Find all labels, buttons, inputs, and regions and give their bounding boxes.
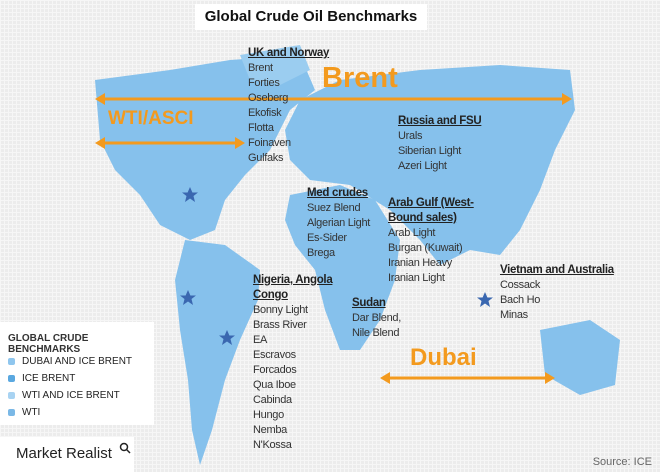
crude-name: Dar Blend, [352,312,401,324]
region-arab-gulf: Arab Gulf (West-Bound sales) Arab Light B… [388,196,496,286]
crude-name: Arab Light [388,227,436,239]
star-icon [180,290,196,305]
legend: GLOBAL CRUDE BENCHMARKS DUBAI AND ICE BR… [0,322,154,425]
crude-name: Forcados [253,364,297,376]
brand-logo: Market Realist [0,437,134,472]
crude-name: Med crudes [307,187,368,199]
crude-name: Brega [307,247,335,259]
crude-name: Escravos [253,349,296,361]
page-title: Global Crude Oil Benchmarks [195,4,427,30]
crude-name: Vietnam and Australia [500,264,614,276]
legend-swatch [8,408,15,416]
crude-name: Gulfaks [248,152,284,164]
south-america [175,240,260,465]
source-note: Source: ICE [592,456,652,468]
greenland [240,45,310,85]
crude-name: Brass River [253,319,307,331]
crude-name: Minas [500,309,528,321]
star-icon [477,292,493,307]
crude-name: Hungo [253,409,284,421]
legend-swatch [8,374,15,382]
crude-name: Arab Gulf (West-Bound sales) [388,197,474,224]
region-vietnam-australia: Vietnam and Australia Cossack Bach Ho Mina… [500,263,614,323]
crude-name: Suez Blend [307,202,361,214]
crude-name: WTI AND ICE BRENT [22,390,120,401]
brent-label: Brent [322,62,398,94]
crude-name: DUBAI AND ICE BRENT [22,356,133,367]
crude-name: Bonny Light [253,304,308,316]
crude-name: Oseberg [248,92,289,104]
crude-name: Russia and FSU [398,115,482,127]
crude-name: Foinaven [248,137,291,149]
crude-name: Urals [398,130,423,142]
region-uk-norway: UK and Norway Brent Forties Oseberg Ekofisk… [248,46,329,166]
crude-name: Forties [248,77,280,89]
north-america [95,55,315,240]
australia [540,320,620,395]
crude-name: ICE BRENT [22,373,76,384]
crude-name: WTI [22,407,41,418]
crude-name: Algerian Light [307,217,371,229]
crude-name: Iranian Light [388,272,445,284]
crude-name: Nile Blend [352,327,400,339]
brand-name: Market Realist [16,445,112,462]
magnifier-icon [119,442,131,454]
eurasia [285,65,575,265]
africa [285,185,400,350]
crude-name: UK and Norway [248,47,330,59]
crude-name: Bach Ho [500,294,541,306]
legend-swatch [8,391,15,399]
legend-title: GLOBAL CRUDE BENCHMARKS [8,333,89,355]
crude-name: Es-Sider [307,232,347,244]
legend-item: WTI AND ICE BRENT [8,390,120,401]
crude-name: Flotta [248,122,274,134]
region-sudan: Sudan Dar Blend, Nile Blend [352,296,401,341]
legend-swatch [8,357,15,365]
crude-name: Qua Iboe [253,379,296,391]
legend-item: ICE BRENT [8,373,75,384]
crude-name: N'Kossa [253,439,292,451]
crude-name: Sudan [352,297,386,309]
crude-name: Cabinda [253,394,292,406]
crude-name: Siberian Light [398,145,462,157]
crude-name: Burgan (Kuwait) [388,242,463,254]
legend-item: WTI [8,407,40,418]
crude-name: EA [253,334,268,346]
dubai-label: Dubai [410,344,477,371]
region-med: Med crudes Suez Blend Algerian Light Es-Si… [307,186,370,261]
crude-name: Iranian Heavy [388,257,452,269]
crude-name: Ekofisk [248,107,282,119]
star-icon [182,187,198,202]
region-west-africa: Nigeria, Angola Congo Bonny Light Brass R… [253,273,345,453]
legend-item: DUBAI AND ICE BRENT [8,356,132,367]
region-russia: Russia and FSU Urals Siberian Light Azeri … [398,114,482,174]
crude-name: Nigeria, Angola Congo [253,274,333,301]
crude-name: Azeri Light [398,160,447,172]
crude-name: Cossack [500,279,541,291]
wti-label: WTI/ASCI [108,108,194,129]
crude-name: Nemba [253,424,287,436]
crude-name: Brent [248,62,273,74]
star-icon [219,330,235,345]
